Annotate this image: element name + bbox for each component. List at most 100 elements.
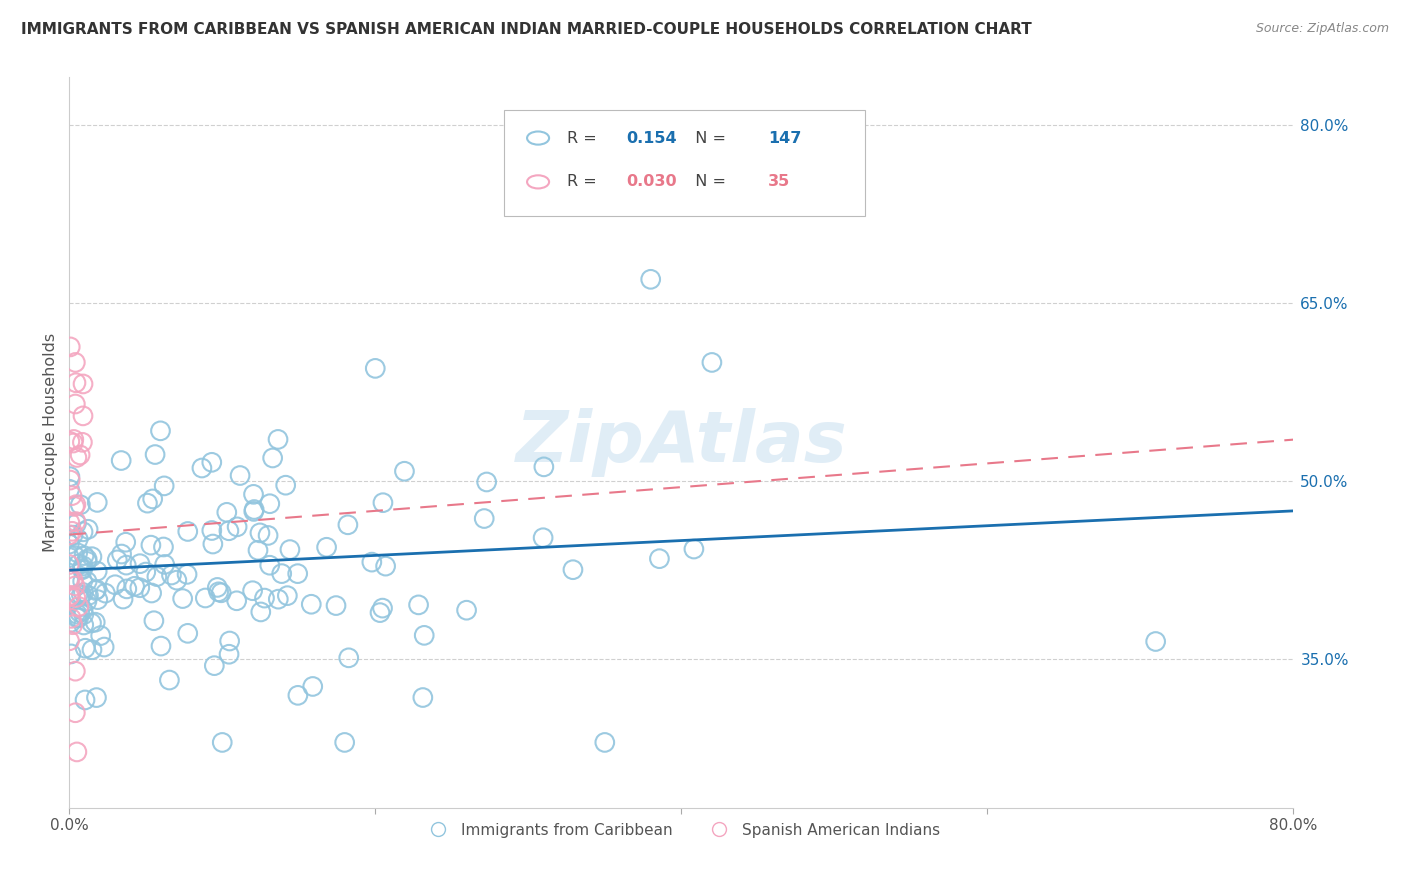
Point (72, 559, 94, 574)
Point (136, 496, 159, 510)
Point (242, 487, 264, 501)
Point (149, 424, 172, 438)
Point (142, 491, 165, 506)
Point (299, 597, 322, 611)
Point (157, 673, 180, 687)
Point (218, 634, 240, 648)
Point (69, 606, 91, 620)
Point (531, 531, 554, 545)
Point (65, 515, 87, 529)
Point (76, 552, 98, 566)
Point (84, 583, 107, 598)
Point (66, 607, 89, 622)
Point (218, 524, 240, 538)
Point (172, 591, 194, 606)
Point (191, 461, 214, 475)
Point (160, 568, 183, 582)
Point (259, 558, 281, 573)
Point (72, 563, 94, 577)
Point (58, 537, 80, 551)
Point (475, 475, 498, 489)
Point (683, 542, 706, 557)
Point (325, 599, 347, 613)
Point (72, 409, 94, 423)
Text: N =: N = (685, 174, 731, 189)
Point (364, 361, 387, 376)
Point (60, 611, 83, 625)
Text: R =: R = (568, 174, 602, 189)
Point (90, 629, 112, 643)
Point (62, 528, 84, 542)
Point (59, 573, 82, 587)
Text: IMMIGRANTS FROM CARIBBEAN VS SPANISH AMERICAN INDIAN MARRIED-COUPLE HOUSEHOLDS C: IMMIGRANTS FROM CARIBBEAN VS SPANISH AME… (21, 22, 1032, 37)
Point (114, 535, 136, 549)
Point (360, 555, 382, 569)
Text: 0.154: 0.154 (626, 130, 676, 145)
Point (67, 599, 90, 614)
Point (86, 495, 108, 509)
Text: N =: N = (685, 130, 731, 145)
Point (287, 689, 309, 703)
Point (59, 615, 82, 630)
Point (202, 658, 225, 673)
Point (218, 647, 240, 661)
Point (201, 524, 224, 538)
Point (58, 550, 80, 565)
Point (243, 502, 266, 516)
Text: R =: R = (568, 130, 602, 145)
Point (177, 626, 200, 640)
Point (209, 586, 232, 600)
FancyBboxPatch shape (503, 111, 865, 216)
Point (533, 459, 555, 474)
Point (76, 594, 98, 608)
Point (65, 355, 87, 369)
Point (67, 557, 90, 571)
Point (112, 592, 135, 607)
Point (139, 538, 162, 552)
Text: Source: ZipAtlas.com: Source: ZipAtlas.com (1256, 22, 1389, 36)
Point (65, 498, 87, 512)
Point (73, 549, 96, 563)
Point (315, 541, 337, 555)
Point (80, 642, 103, 657)
Point (58, 558, 80, 572)
Point (242, 504, 264, 518)
Point (67, 611, 90, 625)
Point (72, 585, 94, 599)
Point (115, 558, 138, 573)
Point (65, 706, 87, 720)
Point (86, 564, 108, 578)
Point (176, 567, 198, 582)
Point (66, 450, 89, 465)
Point (94, 586, 117, 600)
Y-axis label: Married-couple Households: Married-couple Households (44, 333, 58, 552)
Point (72, 435, 94, 450)
Point (63, 549, 86, 563)
Point (412, 690, 434, 705)
Point (76, 554, 98, 568)
Point (135, 565, 157, 579)
Point (229, 468, 252, 483)
Point (67, 587, 90, 601)
Point (249, 525, 271, 540)
Point (143, 448, 166, 462)
Point (337, 650, 360, 665)
Text: 0.030: 0.030 (626, 174, 676, 189)
Point (62, 433, 84, 447)
Point (146, 569, 169, 583)
Point (104, 578, 127, 592)
Point (58, 483, 80, 497)
Point (208, 584, 231, 599)
Point (66, 546, 89, 560)
Point (413, 628, 436, 642)
Point (371, 601, 394, 615)
Point (456, 603, 478, 617)
Point (593, 735, 616, 749)
Point (58, 528, 80, 542)
Point (69, 448, 91, 462)
Point (253, 591, 276, 606)
Point (73, 607, 96, 622)
Point (58, 590, 80, 604)
Point (142, 614, 165, 628)
Point (69, 498, 91, 512)
